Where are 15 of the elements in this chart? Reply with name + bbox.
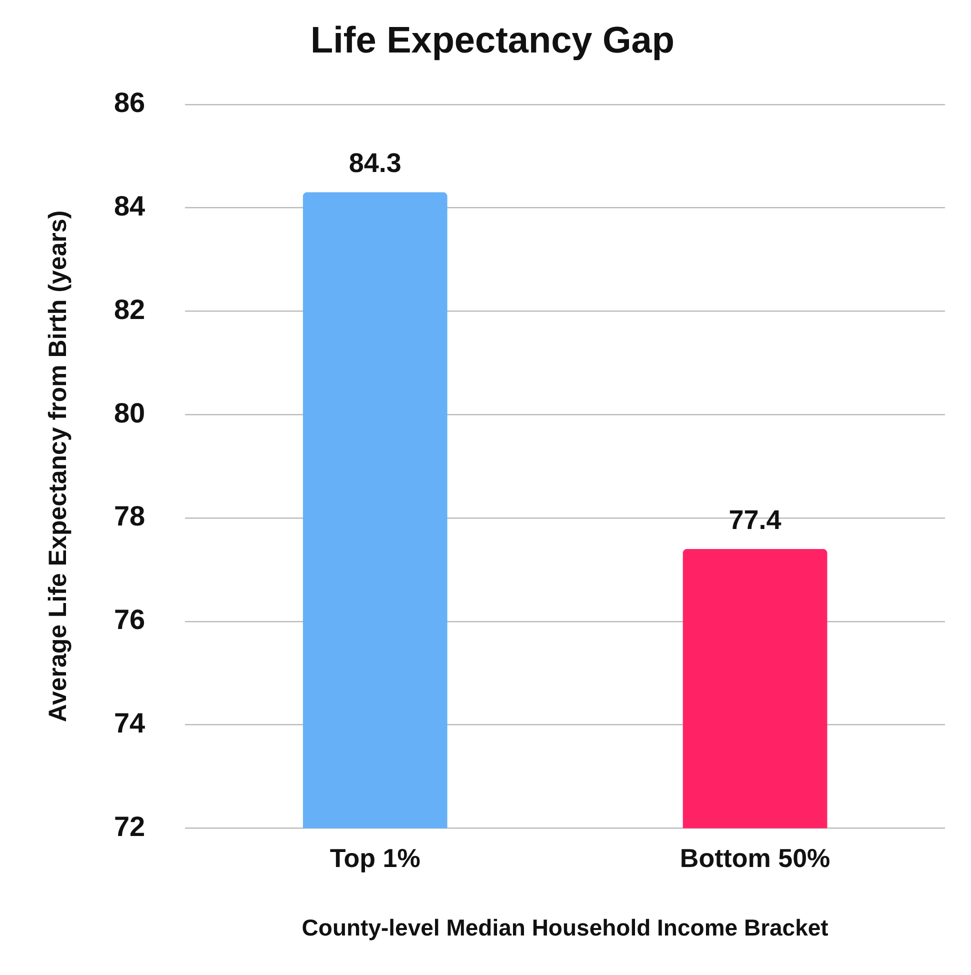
data-label: 77.4 <box>728 504 782 535</box>
x-axis-title: County-level Median Household Income Bracket <box>302 914 829 941</box>
y-tick-label: 74 <box>114 708 146 739</box>
y-tick-label: 76 <box>114 604 146 636</box>
y-tick-label: 80 <box>114 397 146 428</box>
y-tick-label: 82 <box>114 294 146 325</box>
y-axis-title: Average Life Expectancy from Birth (years) <box>44 210 72 722</box>
x-tick-label: Bottom 50% <box>680 842 830 873</box>
y-tick-label: 78 <box>114 500 146 532</box>
chart-title: Life Expectancy Gap <box>310 19 674 60</box>
data-label: 84.3 <box>348 148 402 178</box>
y-tick-label: 72 <box>114 810 146 842</box>
x-tick-label: Top 1% <box>330 842 420 873</box>
y-tick-label: 86 <box>114 87 146 118</box>
y-tick-label: 84 <box>114 190 146 222</box>
